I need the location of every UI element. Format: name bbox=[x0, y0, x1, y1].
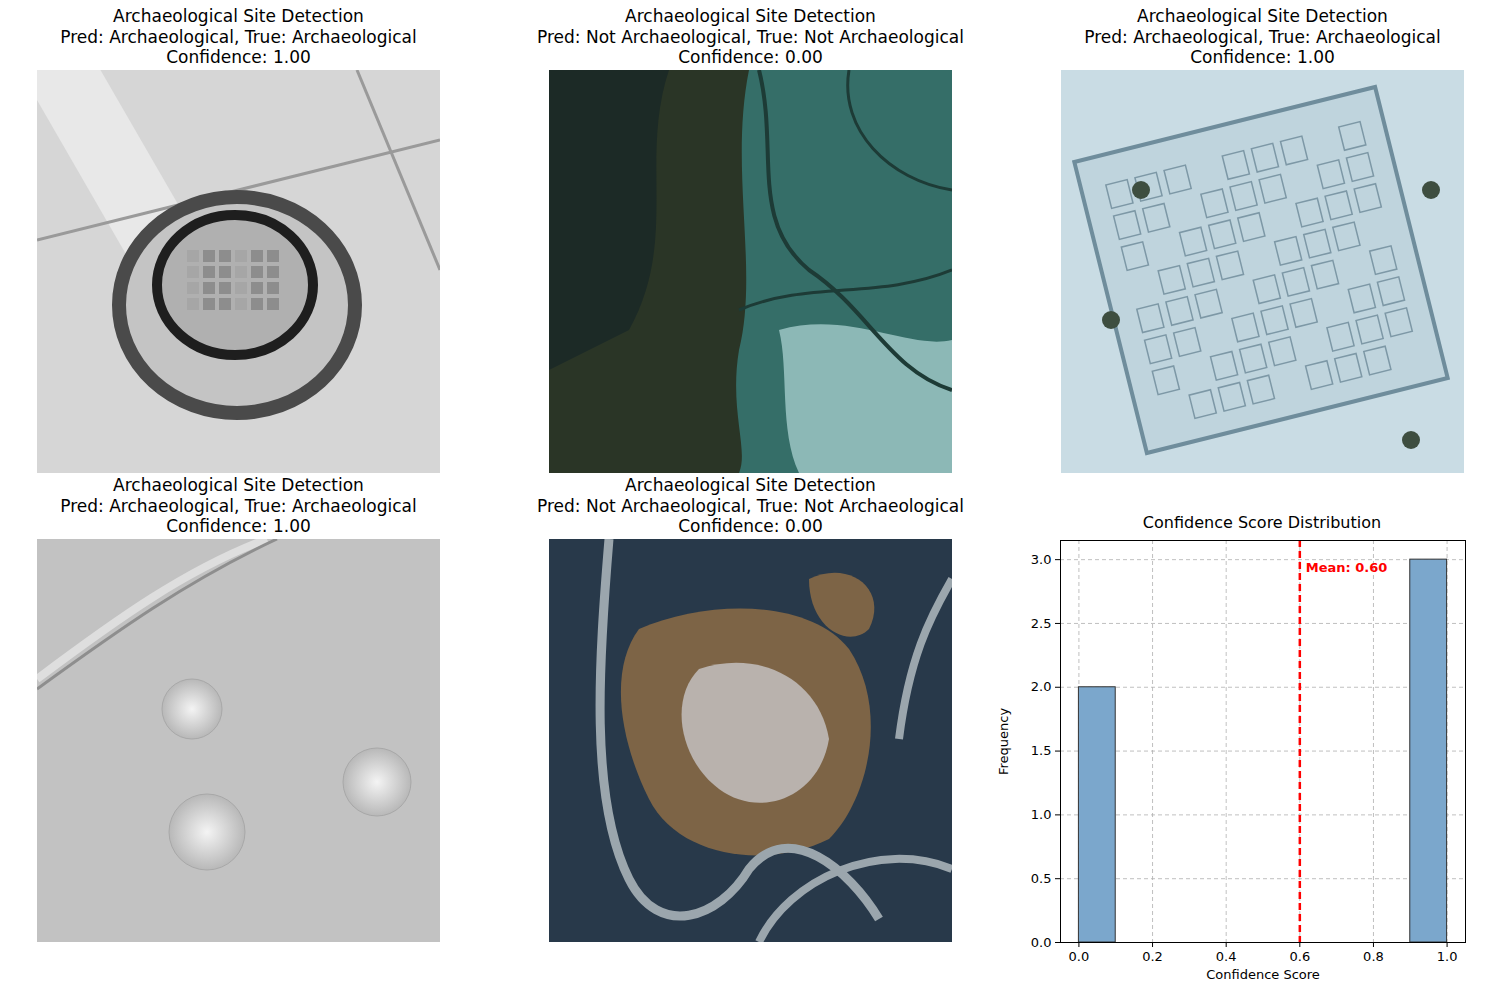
html-text:Pred: Not Archaeological, True: Pred: Not Archaeological, True: Not Arch… bbox=[537, 26, 964, 47]
html-text:Confidence: 0.00: Confidence: 0.00 bbox=[678, 47, 823, 67]
svg-text:2.5: 2.5 bbox=[1031, 616, 1052, 631]
svg-text:Frequency: Frequency bbox=[996, 708, 1011, 775]
html-text:Archaeological Site Detection: Archaeological Site Detection bbox=[1137, 6, 1388, 26]
svg-text:0.0: 0.0 bbox=[1069, 949, 1090, 964]
svg-text:0.2: 0.2 bbox=[1142, 949, 1163, 964]
html-text:Archaeological Site Detection: Archaeological Site Detection bbox=[625, 475, 876, 495]
html-text:Pred: Archaeological, True: Ar: Pred: Archaeological, True: Archaeologic… bbox=[60, 26, 417, 47]
html-text:Confidence Score Distribution: Confidence Score Distribution bbox=[1142, 513, 1382, 532]
html-text:Pred: Not Archaeological, True: Pred: Not Archaeological, True: Not Arch… bbox=[537, 495, 964, 516]
svg-text:1.0: 1.0 bbox=[1437, 949, 1458, 964]
html-text:Pred: Archaeological, True: Ar: Pred: Archaeological, True: Archaeologic… bbox=[60, 495, 417, 516]
svg-text:0.0: 0.0 bbox=[1031, 935, 1052, 950]
html-text:Confidence: 1.00: Confidence: 1.00 bbox=[166, 47, 311, 67]
html-text:Confidence: 1.00: Confidence: 1.00 bbox=[166, 516, 311, 536]
svg-text:0.6: 0.6 bbox=[1289, 949, 1310, 964]
html-text:Pred: Archaeological, True: Ar: Pred: Archaeological, True: Archaeologic… bbox=[1084, 26, 1441, 47]
svg-text:0.4: 0.4 bbox=[1216, 949, 1237, 964]
svg-text:0.8: 0.8 bbox=[1363, 949, 1384, 964]
svg-text:3.0: 3.0 bbox=[1031, 552, 1052, 567]
svg-text:Confidence Score: Confidence Score bbox=[1206, 967, 1320, 982]
html-text:Confidence: 0.00: Confidence: 0.00 bbox=[678, 516, 823, 536]
html-text:Archaeological Site Detection: Archaeological Site Detection bbox=[625, 6, 876, 26]
svg-text:0.5: 0.5 bbox=[1031, 871, 1052, 886]
html-text:Confidence: 1.00: Confidence: 1.00 bbox=[1190, 47, 1335, 67]
html-text:Archaeological Site Detection: Archaeological Site Detection bbox=[113, 6, 364, 26]
svg-text:1.5: 1.5 bbox=[1031, 743, 1052, 758]
html-text:Archaeological Site Detection: Archaeological Site Detection bbox=[113, 475, 364, 495]
svg-text:1.0: 1.0 bbox=[1031, 807, 1052, 822]
svg-text:Mean: 0.60: Mean: 0.60 bbox=[1306, 560, 1388, 575]
svg-text:2.0: 2.0 bbox=[1031, 679, 1052, 694]
